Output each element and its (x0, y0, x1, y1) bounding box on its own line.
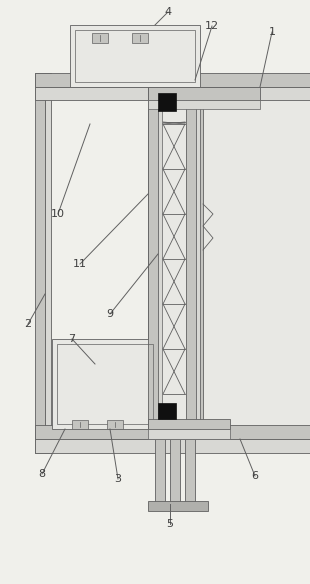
Bar (35, 439, 310, 453)
Text: 11: 11 (73, 259, 87, 269)
Text: 3: 3 (114, 474, 122, 484)
Bar (185, 439, 195, 504)
Bar (148, 87, 158, 429)
Bar (170, 439, 180, 504)
Text: 7: 7 (69, 334, 76, 344)
Bar (35, 73, 45, 453)
Bar (75, 30, 195, 82)
Text: 5: 5 (166, 519, 174, 529)
Bar (35, 87, 310, 100)
Bar (158, 403, 176, 419)
Bar (35, 425, 310, 439)
Bar (158, 87, 162, 429)
Text: 9: 9 (106, 309, 113, 319)
Bar (45, 73, 51, 453)
Bar (148, 87, 200, 429)
Bar (107, 420, 123, 429)
Text: 4: 4 (164, 7, 171, 17)
Text: 10: 10 (51, 209, 65, 219)
Bar (195, 74, 310, 434)
Bar (70, 25, 200, 87)
Bar (195, 74, 203, 434)
Bar (155, 439, 165, 504)
Bar (148, 501, 208, 511)
Bar (148, 429, 230, 439)
Text: 6: 6 (251, 471, 259, 481)
Text: 12: 12 (205, 21, 219, 31)
Bar (132, 33, 148, 43)
Bar (186, 87, 196, 429)
Text: 8: 8 (38, 469, 46, 479)
Bar (35, 73, 310, 87)
Bar (92, 33, 108, 43)
Bar (72, 420, 88, 429)
Bar (148, 87, 260, 100)
Bar (158, 93, 176, 111)
Bar (148, 419, 230, 429)
Text: 2: 2 (24, 319, 32, 329)
Text: 1: 1 (268, 27, 276, 37)
Bar (57, 344, 153, 424)
Bar (196, 87, 200, 429)
Bar (148, 100, 260, 109)
Bar (52, 339, 158, 429)
